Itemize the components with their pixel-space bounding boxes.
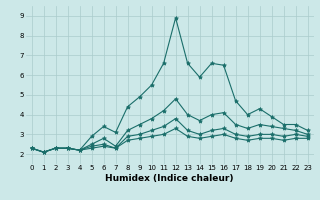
X-axis label: Humidex (Indice chaleur): Humidex (Indice chaleur) [105, 174, 234, 183]
